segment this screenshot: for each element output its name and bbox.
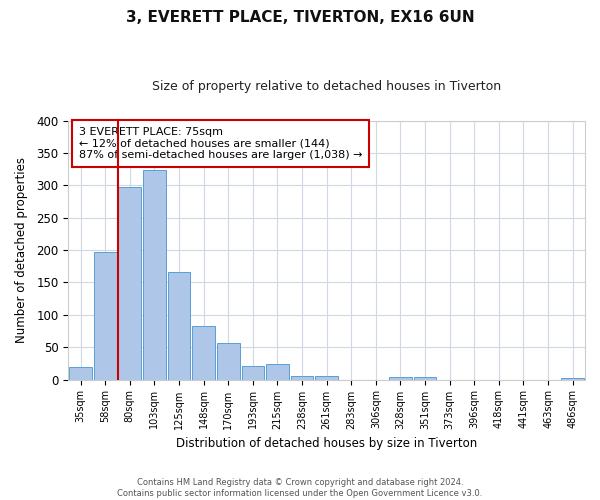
Text: 3, EVERETT PLACE, TIVERTON, EX16 6UN: 3, EVERETT PLACE, TIVERTON, EX16 6UN <box>125 10 475 25</box>
Bar <box>168 272 190 380</box>
Title: Size of property relative to detached houses in Tiverton: Size of property relative to detached ho… <box>152 80 501 93</box>
Bar <box>69 366 92 380</box>
Bar <box>242 366 264 380</box>
Bar <box>414 377 436 380</box>
Text: 3 EVERETT PLACE: 75sqm
← 12% of detached houses are smaller (144)
87% of semi-de: 3 EVERETT PLACE: 75sqm ← 12% of detached… <box>79 127 362 160</box>
Bar <box>266 364 289 380</box>
Bar <box>562 378 584 380</box>
Y-axis label: Number of detached properties: Number of detached properties <box>15 157 28 343</box>
Bar <box>291 376 313 380</box>
Bar <box>94 252 116 380</box>
Bar <box>217 344 239 380</box>
Bar <box>143 170 166 380</box>
Bar <box>316 376 338 380</box>
Bar <box>389 377 412 380</box>
X-axis label: Distribution of detached houses by size in Tiverton: Distribution of detached houses by size … <box>176 437 477 450</box>
Bar <box>118 186 141 380</box>
Text: Contains HM Land Registry data © Crown copyright and database right 2024.
Contai: Contains HM Land Registry data © Crown c… <box>118 478 482 498</box>
Bar <box>193 326 215 380</box>
